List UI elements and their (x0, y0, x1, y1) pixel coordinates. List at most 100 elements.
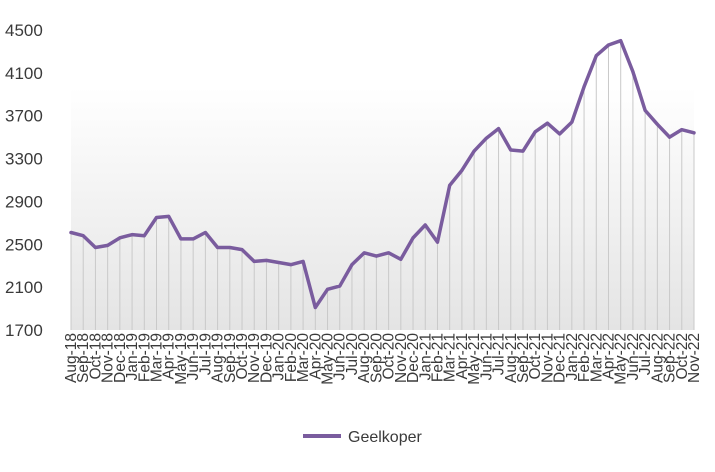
x-tick-label: Nov-18 (100, 333, 117, 383)
x-tick-label: Jun-19 (185, 333, 202, 380)
data-point (570, 120, 574, 124)
x-tick-label: Nov-21 (539, 333, 556, 383)
x-tick-label: Feb-21 (429, 333, 446, 382)
x-tick-label: Feb-20 (283, 333, 300, 382)
data-point (289, 263, 293, 267)
legend: Geelkoper (303, 429, 422, 446)
x-tick-label: Aug-21 (503, 333, 520, 383)
data-point (350, 263, 354, 267)
x-tick-label: Sep-19 (222, 333, 239, 383)
x-tick-label: Sep-18 (75, 333, 92, 383)
y-tick-label: 1700 (5, 321, 43, 340)
x-tick-label: Jul-22 (637, 333, 654, 375)
data-point (668, 135, 672, 139)
x-tick-label: Nov-19 (246, 333, 263, 383)
x-tick-label: May-19 (173, 333, 190, 385)
data-point (533, 130, 537, 134)
data-point (521, 149, 525, 153)
x-tick-label: Mar-21 (442, 333, 459, 382)
data-point (643, 108, 647, 112)
x-tick-label: Dec-20 (405, 333, 422, 383)
x-tick-label: Aug-18 (63, 333, 80, 383)
data-point (655, 122, 659, 126)
legend-label-geelkoper: Geelkoper (348, 429, 422, 446)
x-tick-label: Nov-22 (686, 333, 703, 383)
data-point (448, 183, 452, 187)
x-tick-label: Oct-22 (674, 333, 691, 380)
data-point (313, 306, 317, 309)
x-tick-label: Jan-22 (564, 333, 581, 380)
x-tick-label: Aug-19 (210, 333, 227, 383)
x-tick-label: Jun-22 (625, 333, 642, 380)
data-point (472, 149, 476, 153)
x-tick-label: Dec-21 (552, 333, 569, 383)
x-tick-label: Feb-19 (136, 333, 153, 382)
y-tick-label: 3300 (5, 150, 43, 169)
data-point (692, 131, 696, 135)
x-tick-label: Jun-21 (478, 333, 495, 380)
x-tick-label: Mar-22 (588, 333, 605, 382)
data-point (118, 236, 122, 240)
data-point (399, 257, 403, 261)
data-point (155, 216, 159, 219)
data-points (69, 39, 696, 309)
data-point (228, 246, 232, 249)
data-point (497, 127, 501, 131)
x-tick-label: Jun-20 (332, 333, 349, 381)
data-point (374, 254, 378, 258)
x-tick-label: Sep-21 (515, 333, 532, 383)
x-tick-label: Mar-19 (149, 333, 166, 382)
x-tick-label: Dec-19 (258, 333, 275, 383)
data-point (631, 70, 635, 74)
data-point (582, 85, 586, 89)
data-point (558, 132, 562, 136)
data-point (179, 237, 183, 241)
data-point (301, 259, 305, 263)
data-point (606, 43, 610, 47)
y-tick-label: 2100 (5, 278, 43, 297)
x-tick-label: Oct-18 (87, 333, 104, 380)
data-point (619, 39, 623, 43)
data-point (216, 246, 220, 249)
data-point (387, 251, 391, 255)
x-tick-label: Sep-20 (368, 333, 385, 383)
x-tick-label: Oct-21 (527, 333, 544, 380)
x-tick-label: Aug-22 (649, 333, 666, 383)
x-tick-label: Jan-21 (417, 333, 434, 380)
y-tick-label: 2900 (5, 192, 43, 211)
drop-lines (70, 40, 695, 330)
y-tick-label: 4100 (5, 64, 43, 83)
data-point (435, 240, 439, 244)
data-point (106, 243, 110, 247)
data-point (203, 231, 207, 234)
data-point (326, 287, 330, 291)
x-tick-label: Oct-19 (234, 333, 251, 380)
data-point (191, 237, 195, 241)
x-tick-label: Dec-18 (112, 333, 129, 383)
series-line-geelkoper (69, 38, 696, 310)
data-point (69, 231, 73, 234)
y-tick-label: 2500 (5, 235, 43, 254)
x-tick-label: Oct-20 (381, 333, 398, 380)
data-point (362, 251, 366, 255)
data-point (484, 136, 488, 140)
x-tick-label: May-22 (613, 333, 630, 385)
data-point (81, 234, 85, 238)
data-point (130, 233, 134, 237)
x-tick-label: Apr-20 (307, 333, 324, 380)
data-point (93, 246, 97, 249)
data-point (240, 248, 244, 252)
data-point (545, 121, 549, 125)
data-point (167, 214, 171, 218)
x-tick-label: Nov-20 (393, 333, 410, 383)
data-point (509, 148, 513, 152)
data-point (142, 234, 146, 238)
x-tick-label: Feb-22 (576, 333, 593, 382)
x-tick-label: Mar-20 (295, 333, 312, 382)
x-tick-label: May-20 (320, 333, 337, 385)
y-tick-label: 4500 (5, 21, 43, 40)
x-tick-label: Apr-19 (161, 333, 178, 380)
data-point (411, 236, 415, 240)
data-point (423, 223, 427, 227)
